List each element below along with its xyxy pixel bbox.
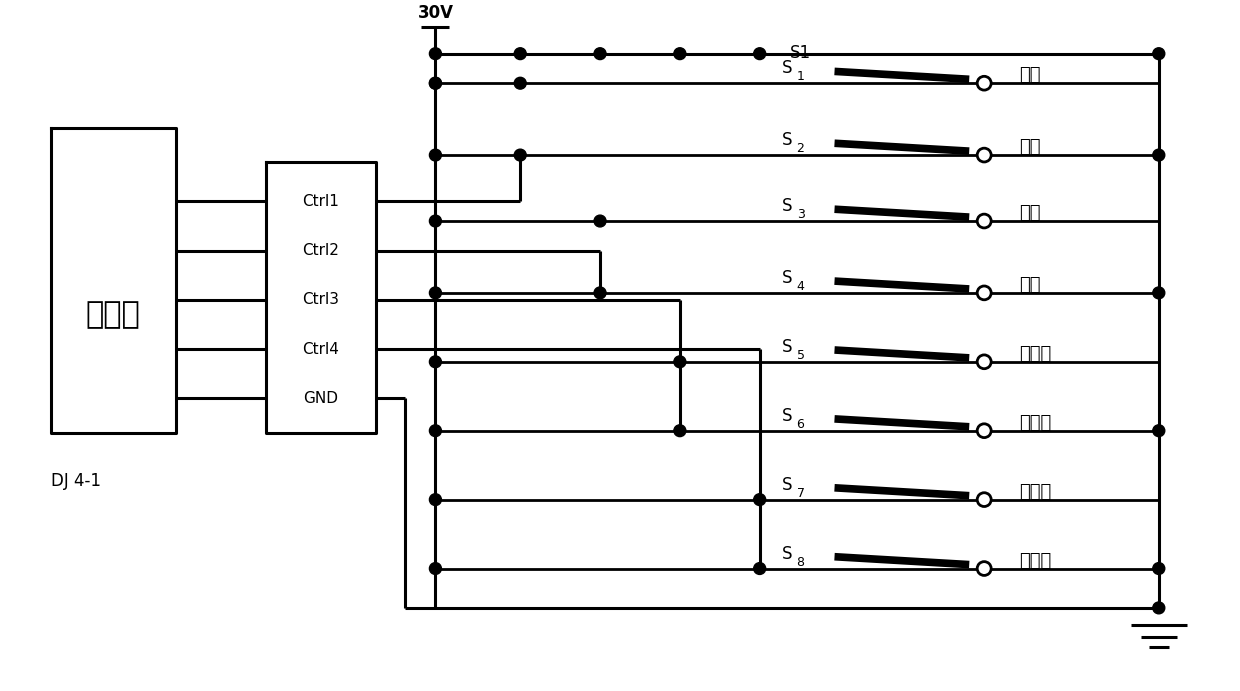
Text: 3: 3 <box>796 208 805 221</box>
Circle shape <box>594 48 606 59</box>
Text: 7: 7 <box>796 486 805 500</box>
Text: Ctrl2: Ctrl2 <box>303 243 339 258</box>
Circle shape <box>1153 562 1164 574</box>
Text: 8: 8 <box>796 556 805 569</box>
Circle shape <box>429 562 441 574</box>
Circle shape <box>429 48 441 59</box>
Text: Ctrl4: Ctrl4 <box>303 341 339 357</box>
Circle shape <box>1153 48 1164 59</box>
Text: 30V: 30V <box>418 4 454 22</box>
Text: 6: 6 <box>796 417 805 430</box>
Text: S: S <box>782 131 792 149</box>
Circle shape <box>515 48 526 59</box>
Text: 抬腿: 抬腿 <box>1019 138 1040 156</box>
Text: 5: 5 <box>796 349 805 362</box>
Circle shape <box>429 215 441 227</box>
Text: 抬背: 抬背 <box>1019 276 1040 294</box>
Circle shape <box>429 356 441 368</box>
Circle shape <box>673 425 686 437</box>
Circle shape <box>754 48 765 59</box>
Text: 落背: 落背 <box>1019 204 1040 222</box>
Circle shape <box>515 149 526 161</box>
Text: S: S <box>782 59 792 77</box>
Circle shape <box>594 215 606 227</box>
Circle shape <box>429 77 441 89</box>
Circle shape <box>1153 602 1164 614</box>
Text: S1: S1 <box>790 44 811 61</box>
Text: S: S <box>782 269 792 287</box>
Text: S: S <box>782 197 792 215</box>
Text: 左翻身: 左翻身 <box>1019 483 1052 501</box>
Text: S: S <box>782 545 792 562</box>
Circle shape <box>754 562 765 574</box>
Text: S: S <box>782 338 792 356</box>
Circle shape <box>429 425 441 437</box>
Circle shape <box>429 287 441 299</box>
Text: 2: 2 <box>796 142 805 155</box>
Text: S: S <box>782 475 792 493</box>
Text: S: S <box>782 407 792 425</box>
Circle shape <box>1153 149 1164 161</box>
Text: 4: 4 <box>796 280 805 293</box>
Text: GND: GND <box>303 390 339 406</box>
Circle shape <box>429 493 441 506</box>
Text: 落腿: 落腿 <box>1019 66 1040 84</box>
Circle shape <box>429 149 441 161</box>
Circle shape <box>594 287 606 299</box>
Circle shape <box>673 48 686 59</box>
Text: 护理床: 护理床 <box>86 300 140 329</box>
Text: 开便盆: 开便盆 <box>1019 414 1052 432</box>
Circle shape <box>515 77 526 89</box>
Circle shape <box>754 493 765 506</box>
Circle shape <box>429 77 441 89</box>
Circle shape <box>1153 287 1164 299</box>
Text: Ctrl3: Ctrl3 <box>303 292 340 307</box>
Text: 右翻身: 右翻身 <box>1019 551 1052 569</box>
Text: 关便盆: 关便盆 <box>1019 345 1052 363</box>
Circle shape <box>673 356 686 368</box>
Text: DJ 4-1: DJ 4-1 <box>51 472 102 490</box>
Circle shape <box>1153 425 1164 437</box>
Text: 1: 1 <box>796 70 805 83</box>
Text: Ctrl1: Ctrl1 <box>303 194 339 209</box>
